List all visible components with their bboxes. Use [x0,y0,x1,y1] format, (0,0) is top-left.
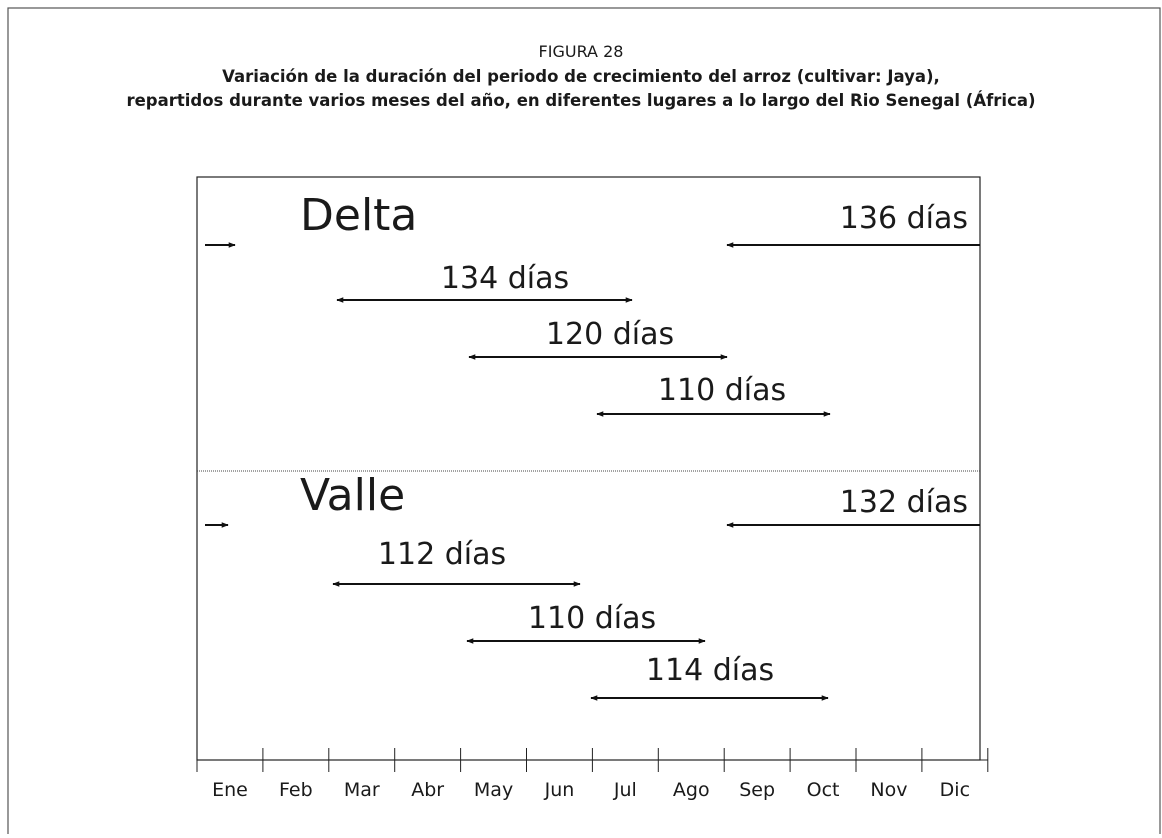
month-label: Jul [613,779,637,801]
site-name: Delta [300,190,417,241]
plot-box [196,176,981,761]
period-label: 132 días [840,485,968,520]
period-label: 110 días [658,373,786,408]
month-label: Ago [673,779,710,801]
period-label: 114 días [646,653,774,688]
figure-label: FIGURA 28 [539,42,624,61]
month-label: Mar [344,779,380,801]
month-label: Nov [870,779,907,801]
month-label: Jun [544,779,575,801]
period-label: 134 días [441,261,569,296]
month-label: Oct [807,779,840,801]
month-label: Ene [212,779,248,801]
period-label: 112 días [378,537,506,572]
period-label: 120 días [546,317,674,352]
month-label: May [474,779,513,801]
site-name: Valle [300,470,405,521]
frame [7,7,1161,838]
month-label: Feb [279,779,313,801]
month-label: Abr [411,779,444,801]
period-label: 110 días [528,601,656,636]
title-line: repartidos durante varios meses del año,… [126,91,1035,110]
title-line: Variación de la duración del periodo de … [222,67,940,86]
period-label: 136 días [840,201,968,236]
month-label: Sep [739,779,775,801]
month-label: Dic [940,779,970,801]
